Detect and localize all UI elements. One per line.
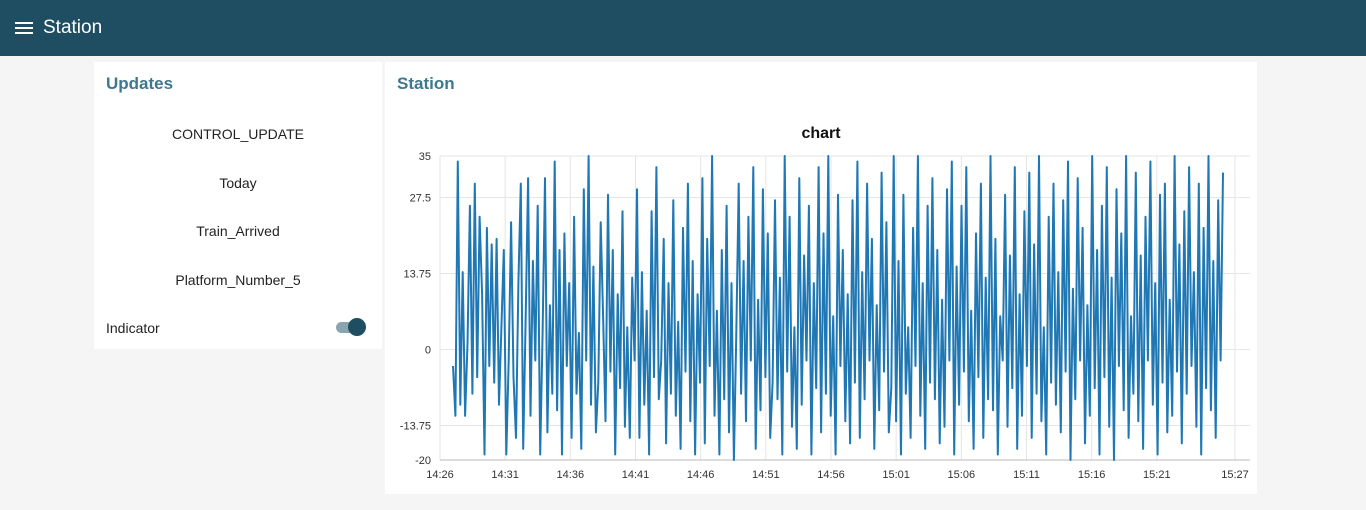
y-tick-label: -13.75: [400, 420, 431, 432]
x-tick-label: 14:36: [557, 469, 585, 481]
x-tick-label: 15:11: [1013, 469, 1040, 481]
chart-series-line: [452, 155, 1224, 461]
line-chart: chart 35 27.5 13.75 0 -13.75 -20 14:26 14:31 14:…: [400, 125, 1250, 481]
x-tick-label: 14:51: [752, 469, 780, 481]
indicator-label: Indicator: [106, 320, 160, 336]
updates-card-title: Updates: [106, 74, 174, 93]
y-tick-label: 27.5: [410, 192, 431, 204]
chart-card-title: Station: [397, 74, 455, 93]
x-tick-label: 15:06: [948, 469, 976, 481]
y-tick-label: 0: [425, 344, 431, 356]
top-bar: Station: [0, 0, 1366, 56]
x-tick-label: 15:27: [1221, 469, 1249, 481]
x-tick-label: 14:46: [687, 469, 715, 481]
x-tick-label: 15:21: [1143, 469, 1171, 481]
y-tick-label: 35: [419, 151, 431, 163]
update-text-control: CONTROL_UPDATE: [172, 126, 304, 142]
page-title: Station: [43, 17, 103, 38]
x-tick-label: 14:56: [817, 469, 845, 481]
toggle-thumb: [348, 318, 366, 336]
update-text-platform: Platform_Number_5: [175, 272, 301, 288]
x-tick-label: 15:01: [882, 469, 910, 481]
hamburger-menu-icon[interactable]: [15, 17, 37, 39]
chart-title: chart: [801, 125, 841, 142]
update-text-date: Today: [219, 175, 257, 191]
y-tick-label: -20: [415, 455, 431, 467]
x-tick-label: 14:41: [622, 469, 650, 481]
x-tick-label: 14:26: [426, 469, 454, 481]
y-tick-label: 13.75: [403, 268, 431, 280]
x-tick-label: 15:16: [1078, 469, 1106, 481]
chart-card: Station chart 35 27.5 13.75 0 -13.75 -20 14:26…: [385, 62, 1257, 494]
indicator-toggle[interactable]: [334, 317, 368, 337]
update-text-event: Train_Arrived: [196, 223, 280, 239]
x-tick-label: 14:31: [491, 469, 519, 481]
updates-card: Updates CONTROL_UPDATE Today Train_Arriv…: [94, 62, 382, 349]
